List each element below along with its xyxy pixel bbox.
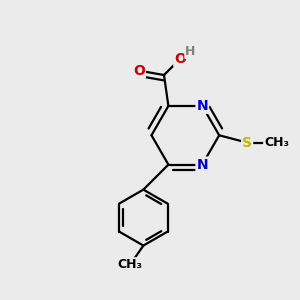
Text: CH₃: CH₃ — [264, 136, 289, 149]
Text: N: N — [196, 158, 208, 172]
Text: H: H — [185, 45, 196, 58]
Text: S: S — [242, 136, 252, 150]
Text: O: O — [174, 52, 186, 66]
Text: N: N — [196, 99, 208, 113]
Text: CH₃: CH₃ — [118, 258, 142, 271]
Text: O: O — [133, 64, 145, 78]
